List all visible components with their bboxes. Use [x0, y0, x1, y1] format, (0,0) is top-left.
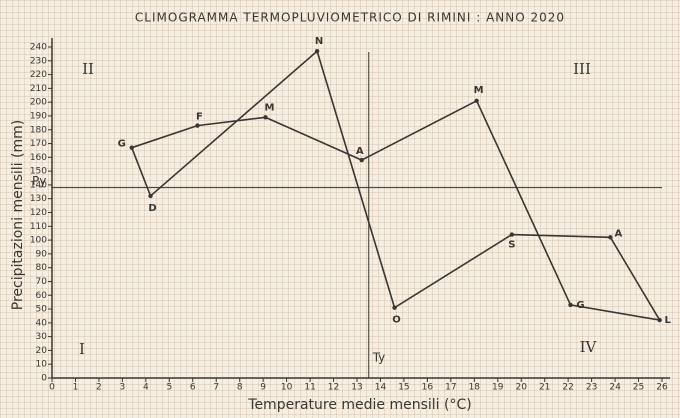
- y-tick-label: 0: [41, 374, 47, 384]
- y-tick-label: 160: [30, 153, 47, 163]
- x-tick-label: 19: [492, 383, 504, 393]
- y-tick-label: 170: [30, 139, 47, 149]
- mean-temperature-label: Ty: [372, 351, 386, 365]
- data-point: [315, 49, 319, 53]
- x-axis-label: Temperature medie mensili (°C): [247, 397, 471, 413]
- x-tick-label: 17: [445, 383, 456, 393]
- point-label: L: [664, 315, 671, 326]
- y-tick-label: 20: [36, 346, 48, 356]
- y-tick-label: 90: [36, 249, 48, 259]
- point-label: M: [265, 102, 275, 113]
- x-tick-label: 7: [213, 383, 219, 393]
- x-tick-label: 22: [562, 383, 573, 393]
- x-tick-label: 4: [143, 383, 149, 393]
- point-label: N: [315, 36, 323, 47]
- data-point: [510, 232, 514, 236]
- y-tick-label: 180: [30, 125, 47, 135]
- x-tick-label: 23: [586, 383, 597, 393]
- point-label: F: [196, 112, 203, 123]
- point-label: D: [148, 203, 156, 214]
- climograph-line: [132, 51, 660, 320]
- x-tick-label: 13: [351, 383, 362, 393]
- y-tick-label: 110: [30, 222, 47, 232]
- x-tick-label: 16: [422, 383, 434, 393]
- quadrant-label: II: [82, 60, 94, 78]
- quadrant-label: I: [79, 340, 85, 358]
- x-tick-label: 26: [656, 383, 668, 393]
- y-tick-label: 210: [30, 84, 47, 94]
- x-tick-label: 24: [609, 383, 621, 393]
- x-tick-label: 20: [516, 383, 528, 393]
- y-tick-label: 60: [36, 291, 48, 301]
- x-tick-label: 15: [398, 383, 409, 393]
- y-tick-label: 130: [30, 194, 47, 204]
- x-tick-label: 21: [539, 383, 550, 393]
- data-point: [392, 305, 396, 309]
- point-label: S: [508, 240, 515, 251]
- chart-title: CLIMOGRAMMA TERMOPLUVIOMETRICO DI RIMINI…: [135, 11, 565, 25]
- y-tick-label: 40: [36, 318, 48, 328]
- data-point: [474, 99, 478, 103]
- data-point: [657, 318, 661, 322]
- x-tick-label: 3: [120, 383, 126, 393]
- x-tick-label: 0: [49, 383, 55, 393]
- y-axis-label: Precipitazioni mensili (mm): [10, 120, 26, 310]
- point-label: O: [392, 315, 401, 326]
- quadrant-label: III: [573, 60, 591, 78]
- x-tick-label: 18: [469, 383, 481, 393]
- quadrant-label: IV: [580, 338, 598, 356]
- y-tick-label: 80: [36, 263, 48, 273]
- point-label: A: [356, 146, 364, 157]
- point-label: G: [118, 139, 126, 150]
- x-tick-label: 8: [237, 383, 243, 393]
- y-tick-label: 230: [30, 56, 47, 66]
- y-tick-label: 190: [30, 111, 47, 121]
- x-tick-label: 10: [281, 383, 293, 393]
- y-tick-label: 220: [30, 70, 47, 80]
- y-tick-label: 30: [36, 332, 48, 342]
- x-tick-label: 9: [260, 383, 266, 393]
- x-tick-label: 25: [633, 383, 644, 393]
- page: {"chart_data": { "type": "line", "title"…: [0, 0, 680, 418]
- data-point: [608, 235, 612, 239]
- x-tick-label: 5: [166, 383, 172, 393]
- x-tick-label: 2: [96, 383, 102, 393]
- point-label: G: [576, 300, 584, 311]
- data-point: [263, 115, 267, 119]
- mean-precipitation-label: Py: [32, 174, 46, 188]
- data-point: [359, 158, 363, 162]
- data-point: [195, 123, 199, 127]
- data-point: [130, 145, 134, 149]
- y-tick-label: 70: [36, 277, 48, 287]
- x-tick-label: 11: [304, 383, 315, 393]
- data-point: [568, 303, 572, 307]
- y-tick-label: 200: [30, 98, 47, 108]
- x-tick-label: 6: [190, 383, 196, 393]
- y-tick-label: 50: [36, 305, 48, 315]
- data-point: [148, 194, 152, 198]
- x-tick-label: 12: [328, 383, 339, 393]
- y-tick-label: 240: [30, 43, 47, 53]
- chart: CLIMOGRAMMA TERMOPLUVIOMETRICO DI RIMINI…: [0, 0, 680, 418]
- y-tick-label: 120: [30, 208, 47, 218]
- x-tick-label: 14: [375, 383, 387, 393]
- y-tick-label: 10: [36, 360, 48, 370]
- y-tick-label: 100: [30, 236, 47, 246]
- x-tick-label: 1: [73, 383, 79, 393]
- point-label: M: [474, 85, 484, 96]
- point-label: A: [615, 228, 623, 239]
